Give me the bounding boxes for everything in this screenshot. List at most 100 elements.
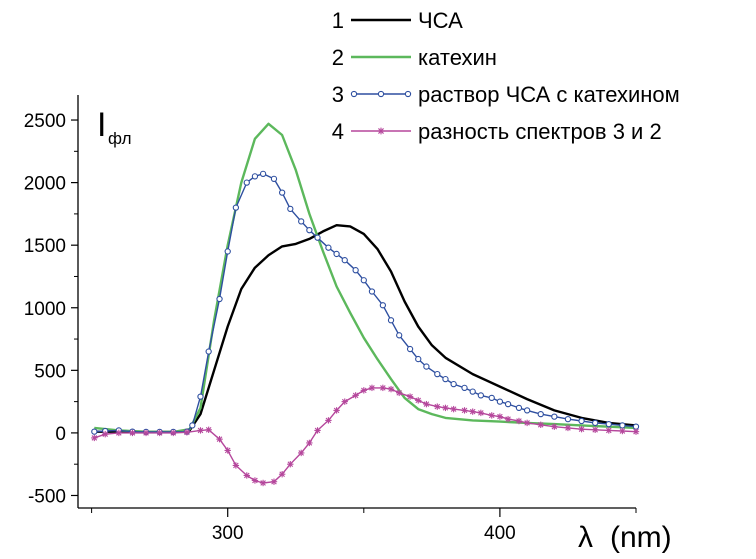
data-point: [415, 397, 422, 404]
data-point: [396, 332, 403, 339]
legend-item-4: 4 разность спектров 3 и 2: [332, 119, 662, 144]
data-point: [488, 412, 495, 419]
data-point: [450, 405, 457, 413]
data-point: [270, 175, 278, 183]
data-point: [243, 472, 250, 479]
data-point: [415, 355, 422, 363]
y-tick-label: 2000: [24, 174, 66, 195]
data-point: [469, 408, 476, 415]
data-point: [259, 170, 267, 177]
data-point: [197, 427, 204, 434]
data-point: [197, 393, 204, 400]
data-point: [341, 257, 348, 264]
data-point: [115, 429, 123, 437]
data-point: [243, 179, 250, 186]
data-point: [515, 404, 523, 412]
data-point: [298, 218, 305, 225]
data-point: [591, 426, 599, 433]
data-point: [333, 407, 340, 414]
x-tick-label: 300: [212, 523, 244, 544]
data-point: [224, 248, 231, 255]
data-point: [270, 478, 278, 485]
data-point: [434, 370, 441, 378]
data-point: [387, 317, 395, 324]
data-point: [314, 234, 321, 241]
y-axis-title: I фл: [97, 106, 132, 148]
y-axis-label-main: I: [97, 106, 106, 144]
data-point: [129, 429, 136, 437]
series-line-1: [94, 224, 637, 434]
legend: 1 ЧСА 2 катехин 3 раствор ЧСА с катехином 4 раз…: [332, 8, 680, 144]
data-point: [224, 447, 231, 454]
data-point: [360, 387, 368, 394]
data-point: [216, 435, 223, 443]
data-point: [564, 415, 572, 423]
y-tick-label: 500: [34, 361, 66, 382]
data-point: [423, 400, 430, 408]
data-point: [496, 413, 504, 420]
data-point: [287, 460, 294, 468]
x-axis-label-symbol: λ: [578, 521, 593, 554]
data-point: [504, 415, 512, 423]
data-point: [477, 392, 484, 399]
data-point: [605, 427, 612, 434]
data-point: [578, 417, 585, 425]
legend-label: раствор ЧСА с катехином: [418, 82, 680, 107]
legend-item-3: 3 раствор ЧСА с катехином: [332, 82, 680, 107]
data-point: [632, 428, 640, 435]
data-point: [379, 384, 387, 392]
data-point: [477, 409, 485, 417]
y-axis-label-subscript: фл: [108, 129, 132, 148]
series-2: [94, 122, 637, 434]
data-point: [368, 384, 376, 392]
y-tick-label: 0: [55, 424, 66, 445]
data-point: [216, 295, 223, 303]
data-point: [360, 277, 367, 284]
data-point: [423, 363, 430, 370]
data-point: [537, 410, 544, 418]
data-point: [619, 427, 626, 435]
data-point: [306, 439, 313, 447]
legend-label: ЧСА: [418, 8, 463, 33]
data-point: [515, 417, 523, 425]
data-point: [232, 462, 240, 469]
data-point: [259, 479, 267, 487]
plot-area: [91, 122, 640, 487]
data-point: [352, 392, 359, 399]
data-point: [564, 424, 572, 432]
x-axis-title: λ (nm): [578, 521, 672, 554]
legend-label: разность спектров 3 и 2: [418, 119, 662, 144]
data-point: [251, 477, 259, 484]
series-4: [91, 384, 640, 487]
data-point: [379, 302, 387, 309]
legend-marker: [350, 90, 358, 98]
data-point: [91, 428, 98, 435]
legend-marker: [377, 90, 385, 98]
y-tick-label: -500: [28, 486, 66, 507]
axes: -500 0 500 1000 1500 2000 2500 300 400: [24, 95, 637, 544]
data-point: [442, 404, 449, 412]
data-point: [461, 384, 468, 392]
data-point: [406, 345, 414, 353]
data-point: [352, 267, 359, 274]
data-point: [619, 422, 626, 429]
data-point: [578, 425, 585, 433]
legend-marker: [404, 90, 412, 98]
data-point: [189, 422, 196, 429]
legend-number: 4: [332, 119, 344, 144]
data-point: [368, 288, 376, 295]
series-line-2: [94, 122, 637, 434]
legend-marker: [377, 127, 385, 135]
series-1: [94, 224, 637, 434]
data-point: [523, 407, 531, 414]
data-point: [232, 204, 240, 211]
data-point: [156, 429, 163, 437]
y-tick-label: 1000: [24, 299, 66, 320]
x-axis-label-unit: (nm): [610, 521, 672, 554]
data-point: [434, 403, 441, 410]
data-point: [592, 419, 599, 427]
data-point: [450, 380, 457, 388]
data-point: [325, 244, 332, 251]
data-point: [551, 413, 558, 420]
